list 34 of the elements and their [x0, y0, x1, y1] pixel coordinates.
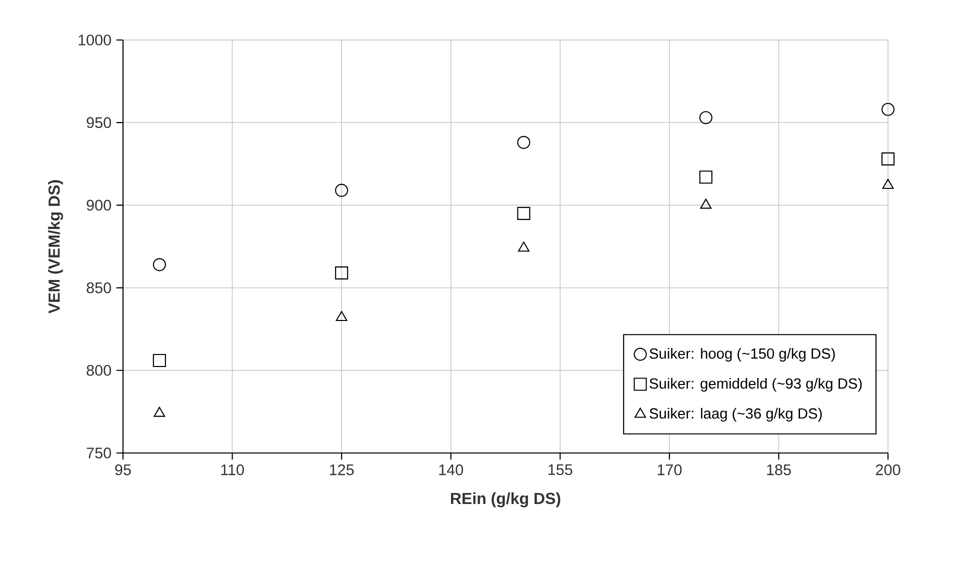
x-tick-label: 200	[876, 464, 900, 476]
point	[154, 406, 166, 417]
point	[699, 111, 712, 124]
point	[881, 152, 895, 166]
y-tick-label: 750	[86, 448, 112, 458]
point	[517, 136, 530, 149]
point	[700, 198, 712, 209]
y-tick-label: 950	[86, 117, 112, 128]
y-tick-label: 1000	[78, 34, 112, 46]
x-tick-label: 140	[439, 464, 464, 476]
point	[518, 242, 530, 252]
y-axis-title: VEM (VEM/kg DS)	[48, 180, 64, 314]
x-tick-label: 170	[658, 464, 682, 476]
point	[335, 184, 348, 197]
x-tick-label: 110	[221, 464, 244, 476]
point	[152, 354, 166, 368]
point	[152, 258, 166, 272]
legend-label: Suiker: gemiddeld (~93 g/kg DS)	[650, 378, 862, 392]
x-axis-title: REin (g/kg DS)	[451, 492, 560, 508]
x-tick-label: 95	[115, 464, 131, 476]
point	[882, 178, 894, 189]
point	[335, 266, 348, 280]
y-tick-label: 850	[86, 282, 112, 294]
y-tick-label: 800	[86, 364, 112, 376]
legend-label: Suiker: laag (~36 g/kg DS)	[650, 408, 822, 422]
point	[517, 206, 530, 220]
legend-label: Suiker: hoog (~150 g/kg DS)	[650, 348, 835, 362]
x-tick-label: 125	[330, 464, 354, 476]
x-tick-label: 185	[767, 464, 791, 476]
point	[881, 102, 895, 116]
point	[336, 310, 348, 322]
point	[699, 170, 712, 184]
y-tick-label: 900	[86, 200, 112, 211]
x-tick-label: 155	[548, 464, 572, 476]
